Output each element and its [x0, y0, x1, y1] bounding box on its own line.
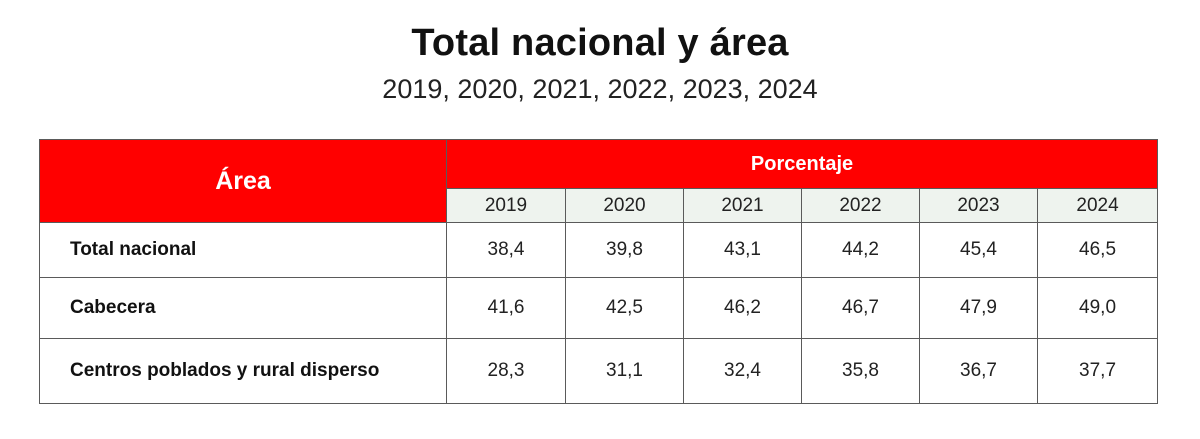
- table-cell: 31,1: [565, 338, 684, 404]
- table-cell: 46,7: [801, 277, 920, 339]
- column-header-area: Área: [39, 139, 447, 223]
- year-header: 2024: [1036, 188, 1159, 223]
- table-cell: 46,5: [1036, 222, 1159, 278]
- table-cell: 35,8: [801, 338, 920, 404]
- table-cell: 45,4: [919, 222, 1038, 278]
- table-cell: 28,3: [446, 338, 566, 404]
- table-cell: 46,2: [683, 277, 802, 339]
- row-label: Cabecera: [39, 277, 447, 339]
- table-cell: 32,4: [683, 338, 802, 404]
- row-label: Total nacional: [39, 222, 447, 278]
- year-header: 2019: [446, 188, 566, 223]
- year-header: 2021: [683, 188, 802, 223]
- table-header: Área Porcentaje 2019 2020 2021 2022 2023…: [39, 139, 1159, 223]
- header-row-top: Área Porcentaje: [39, 139, 1159, 223]
- table-cell: 37,7: [1036, 338, 1159, 404]
- table-cell: 39,8: [565, 222, 684, 278]
- table-row: Centros poblados y rural disperso 28,3 3…: [39, 338, 1159, 404]
- table-cell: 44,2: [801, 222, 920, 278]
- table-cell: 43,1: [683, 222, 802, 278]
- year-header: 2020: [565, 188, 684, 223]
- year-header: 2022: [801, 188, 920, 223]
- year-header: 2023: [919, 188, 1038, 223]
- table-row: Cabecera 41,6 42,5 46,2 46,7 47,9 49,0: [39, 277, 1159, 339]
- table-cell: 36,7: [919, 338, 1038, 404]
- table-cell: 41,6: [446, 277, 566, 339]
- row-label: Centros poblados y rural disperso: [39, 338, 447, 404]
- page-subtitle: 2019, 2020, 2021, 2022, 2023, 2024: [382, 74, 818, 104]
- table-cell: 49,0: [1036, 277, 1159, 339]
- data-table: Área Porcentaje 2019 2020 2021 2022 2023…: [39, 139, 1159, 404]
- table-row: Total nacional 38,4 39,8 43,1 44,2 45,4 …: [39, 222, 1159, 278]
- page-title: Total nacional y área: [411, 22, 789, 64]
- table-body: Total nacional 38,4 39,8 43,1 44,2 45,4 …: [39, 222, 1159, 404]
- table-cell: 42,5: [565, 277, 684, 339]
- table-cell: 47,9: [919, 277, 1038, 339]
- header-row-years: 2019 2020 2021 2022 2023 2024: [40, 188, 1159, 223]
- table-cell: 38,4: [446, 222, 566, 278]
- column-header-percentage: Porcentaje: [445, 139, 1159, 189]
